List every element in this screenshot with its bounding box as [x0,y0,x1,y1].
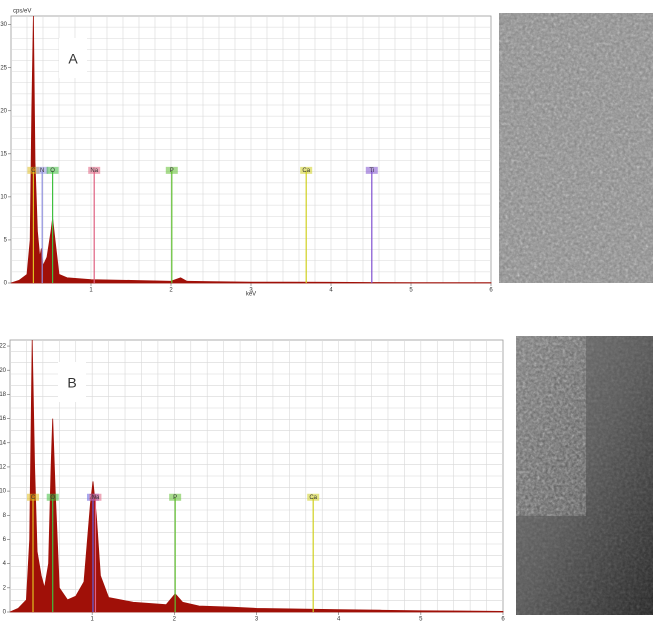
element-label: C [31,495,36,501]
element-label: P [170,168,174,174]
y-tick-label: 8 [3,513,7,519]
element-label: O [50,168,55,174]
x-tick-label: 6 [489,288,493,294]
x-tick-label: 2 [169,288,173,294]
element-label: Ca [302,168,310,174]
x-axis-label: keV [246,292,256,298]
x-tick-label: 3 [255,617,259,623]
sem-image-b [516,336,653,615]
element-label: C [31,168,36,174]
y-tick-label: 18 [0,392,7,398]
figure: 051015202530123456cps/eVkeVCNONaPCaTiA02… [0,0,653,625]
y-tick-label: 0 [4,281,8,287]
element-label: P [173,495,177,501]
element-label: O [50,495,55,501]
element-label: N [40,168,44,174]
element-label: Na [92,495,100,501]
x-tick-label: 5 [409,288,413,294]
y-tick-label: 16 [0,416,7,422]
y-tick-label: 22 [0,344,7,350]
element-label: Ca [309,495,317,501]
y-tick-label: 14 [0,440,7,446]
x-tick-label: 4 [329,288,333,294]
y-tick-label: 15 [0,151,7,157]
x-tick-label: 6 [501,617,505,623]
y-tick-label: 30 [0,22,7,28]
y-tick-label: 12 [0,465,7,471]
y-tick-label: 20 [0,108,7,114]
panel-letter: B [67,375,76,391]
x-tick-label: 2 [173,617,177,623]
y-tick-label: 2 [3,585,7,591]
y-tick-label: 10 [0,194,7,200]
x-tick-label: 1 [90,617,94,623]
y-tick-label: 25 [0,65,7,71]
y-tick-label: 6 [3,537,7,543]
sem-image-a [499,13,653,283]
panel-letter: A [68,51,78,67]
y-tick-label: 20 [0,368,7,374]
x-tick-label: 4 [337,617,341,623]
y-tick-label: 5 [4,238,8,244]
y-tick-label: 4 [3,561,7,567]
element-label: Na [90,168,98,174]
x-tick-label: 1 [89,288,93,294]
x-tick-label: 5 [419,617,423,623]
element-label: Ti [369,168,374,174]
y-tick-label: 0 [3,610,7,616]
y-tick-label: 10 [0,489,7,495]
y-axis-label: cps/eV [13,9,31,15]
chart: 0246810121416182022123456COZnNaPCaB [0,340,505,623]
